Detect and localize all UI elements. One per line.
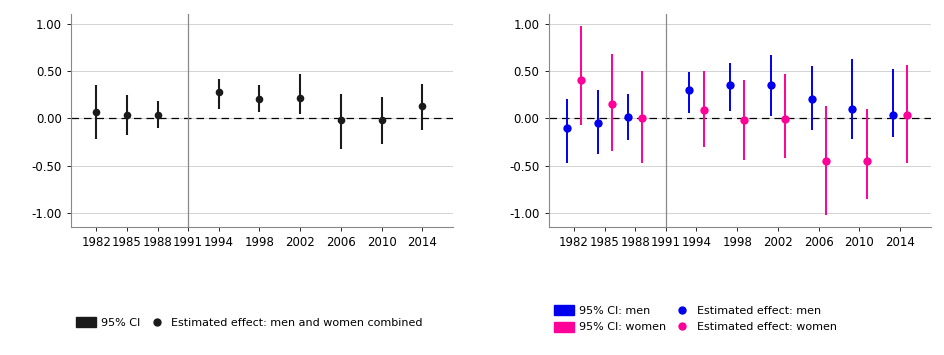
Legend: 95% CI: men, 95% CI: women, Estimated effect: men, Estimated effect: women: 95% CI: men, 95% CI: women, Estimated ef… bbox=[553, 305, 836, 332]
Legend: 95% CI, Estimated effect: men and women combined: 95% CI, Estimated effect: men and women … bbox=[76, 317, 422, 328]
